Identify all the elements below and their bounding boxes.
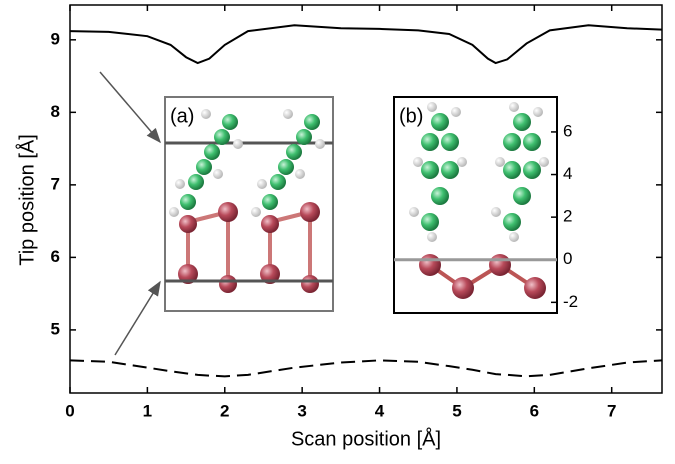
atom: [421, 161, 439, 179]
y2-tick-label: -2: [563, 292, 578, 311]
x-tick-label: 4: [375, 401, 385, 420]
atom: [204, 144, 220, 160]
y-axis-label: Tip position [Å]: [15, 134, 38, 266]
atom: [419, 254, 441, 276]
atom: [175, 179, 185, 189]
atom: [491, 207, 501, 217]
atom: [301, 275, 319, 293]
atom: [421, 213, 439, 231]
y-tick-label: 7: [51, 174, 60, 193]
atom: [283, 109, 293, 119]
atom: [421, 133, 439, 151]
atom: [441, 133, 459, 151]
y-tick-label: 5: [51, 319, 60, 338]
atom: [489, 254, 511, 276]
figure: Scan position [Å] Tip position [Å] (a) (…: [0, 0, 675, 459]
atom: [251, 207, 261, 217]
atom: [201, 109, 211, 119]
inset-a: (a): [165, 97, 333, 311]
y2-tick-label: 6: [563, 121, 572, 140]
atom: [218, 202, 238, 222]
x-tick-label: 6: [530, 401, 539, 420]
atom: [169, 207, 179, 217]
inset-b: (b) -2 0 2 4 6: [394, 97, 578, 313]
inset-label: (a): [170, 105, 194, 127]
atom: [295, 169, 305, 179]
plot-frame: [70, 5, 662, 393]
atom: [513, 187, 531, 205]
x-tick-label: 2: [220, 401, 229, 420]
atom: [278, 159, 294, 175]
atom: [431, 187, 449, 205]
atom: [262, 194, 278, 210]
atom: [304, 114, 320, 130]
line-series: [70, 25, 662, 63]
x-tick-label: 5: [452, 401, 461, 420]
atom: [213, 169, 223, 179]
atom: [296, 129, 312, 145]
atom: [513, 113, 531, 131]
y2-tick-label: 2: [563, 207, 572, 226]
atom: [409, 207, 419, 217]
atom: [261, 215, 279, 233]
atom: [523, 133, 541, 151]
atom: [233, 139, 243, 149]
arrow: [115, 282, 160, 355]
inset-label: (b): [399, 105, 423, 127]
arrow: [100, 72, 160, 142]
x-tick-label: 3: [297, 401, 306, 420]
atom: [503, 213, 521, 231]
atom: [222, 114, 238, 130]
y2-tick-label: 4: [563, 164, 572, 183]
x-axis-label: Scan position [Å]: [291, 427, 441, 450]
atom: [427, 232, 437, 242]
y-tick-label: 9: [51, 29, 60, 48]
atom: [524, 277, 546, 299]
atom: [427, 102, 437, 112]
atom: [539, 157, 549, 167]
x-tick-label: 1: [143, 401, 152, 420]
y-tick-label: 6: [51, 247, 60, 266]
atom: [300, 202, 320, 222]
atom: [441, 161, 459, 179]
atom: [503, 133, 521, 151]
atom: [413, 157, 423, 167]
atom: [503, 161, 521, 179]
atom: [451, 107, 461, 117]
atom: [509, 232, 519, 242]
atom: [180, 194, 196, 210]
atom: [179, 215, 197, 233]
atom: [214, 129, 230, 145]
y2-tick-label: 0: [563, 249, 572, 268]
atom: [523, 161, 541, 179]
atom: [196, 159, 212, 175]
atom: [270, 174, 286, 190]
line-series: [70, 360, 662, 376]
atom: [533, 107, 543, 117]
atom: [509, 102, 519, 112]
x-tick-label: 7: [607, 401, 616, 420]
atom: [257, 179, 267, 189]
atom: [431, 113, 449, 131]
atom: [495, 157, 505, 167]
atom: [219, 275, 237, 293]
atom: [457, 157, 467, 167]
y-tick-label: 8: [51, 102, 60, 121]
x-tick-label: 0: [65, 401, 74, 420]
atom: [315, 139, 325, 149]
atom: [452, 277, 474, 299]
atom: [188, 174, 204, 190]
atom: [286, 144, 302, 160]
